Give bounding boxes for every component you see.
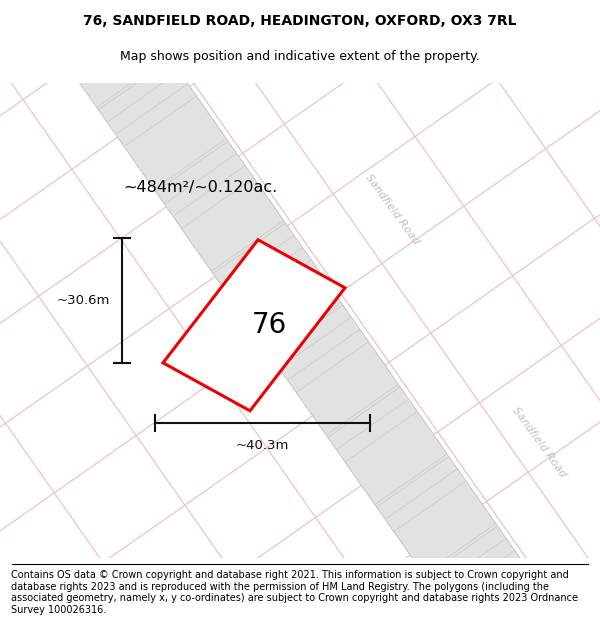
Polygon shape xyxy=(311,362,413,456)
Polygon shape xyxy=(90,47,192,140)
Polygon shape xyxy=(196,199,298,292)
Text: ~30.6m: ~30.6m xyxy=(56,294,110,307)
Polygon shape xyxy=(170,162,272,255)
Polygon shape xyxy=(443,551,545,625)
Polygon shape xyxy=(205,211,307,304)
Polygon shape xyxy=(466,584,568,625)
Polygon shape xyxy=(368,444,470,538)
Polygon shape xyxy=(359,432,461,525)
Polygon shape xyxy=(296,342,398,435)
Polygon shape xyxy=(328,387,430,480)
Text: Map shows position and indicative extent of the property.: Map shows position and indicative extent… xyxy=(120,50,480,62)
Text: ~40.3m: ~40.3m xyxy=(236,439,289,452)
Polygon shape xyxy=(434,539,536,625)
Text: Sandfield Road: Sandfield Road xyxy=(510,406,568,480)
Polygon shape xyxy=(41,0,143,71)
Text: 76, SANDFIELD ROAD, HEADINGTON, OXFORD, OX3 7RL: 76, SANDFIELD ROAD, HEADINGTON, OXFORD, … xyxy=(83,14,517,28)
Polygon shape xyxy=(293,338,395,431)
Polygon shape xyxy=(239,260,341,353)
Polygon shape xyxy=(187,186,289,279)
Polygon shape xyxy=(319,374,421,468)
Polygon shape xyxy=(98,59,200,152)
Polygon shape xyxy=(400,489,502,582)
Text: ~484m²/~0.120ac.: ~484m²/~0.120ac. xyxy=(123,180,277,195)
Text: 76: 76 xyxy=(251,311,287,339)
Polygon shape xyxy=(130,104,232,198)
Polygon shape xyxy=(385,469,487,562)
Polygon shape xyxy=(288,329,389,422)
Polygon shape xyxy=(156,141,258,234)
Polygon shape xyxy=(342,408,444,501)
Polygon shape xyxy=(58,2,160,95)
Polygon shape xyxy=(337,399,439,492)
Polygon shape xyxy=(179,174,281,267)
Polygon shape xyxy=(73,22,175,116)
Polygon shape xyxy=(245,268,347,361)
Polygon shape xyxy=(285,326,387,419)
Polygon shape xyxy=(408,502,510,594)
Polygon shape xyxy=(425,526,527,619)
Polygon shape xyxy=(271,305,373,398)
Polygon shape xyxy=(121,92,223,185)
Polygon shape xyxy=(81,34,183,128)
Polygon shape xyxy=(147,129,249,222)
Polygon shape xyxy=(262,292,364,386)
Polygon shape xyxy=(302,350,404,443)
Polygon shape xyxy=(345,411,447,504)
Polygon shape xyxy=(50,0,152,82)
Polygon shape xyxy=(230,248,332,341)
Polygon shape xyxy=(394,481,496,574)
Polygon shape xyxy=(351,419,453,512)
Polygon shape xyxy=(32,0,134,58)
Polygon shape xyxy=(163,240,345,411)
Polygon shape xyxy=(279,318,381,411)
Polygon shape xyxy=(213,223,315,316)
Polygon shape xyxy=(417,514,519,607)
Polygon shape xyxy=(227,244,329,337)
Polygon shape xyxy=(457,571,559,625)
Polygon shape xyxy=(124,96,226,189)
Polygon shape xyxy=(182,178,284,271)
Polygon shape xyxy=(107,71,209,164)
Polygon shape xyxy=(173,166,275,259)
Polygon shape xyxy=(236,256,338,349)
Text: Sandfield Road: Sandfield Road xyxy=(363,173,421,247)
Polygon shape xyxy=(253,281,355,374)
Polygon shape xyxy=(377,456,479,549)
Polygon shape xyxy=(67,14,169,108)
Polygon shape xyxy=(222,236,324,329)
Text: Contains OS data © Crown copyright and database right 2021. This information is : Contains OS data © Crown copyright and d… xyxy=(11,570,578,615)
Polygon shape xyxy=(116,84,218,177)
Polygon shape xyxy=(164,154,266,246)
Polygon shape xyxy=(139,117,241,209)
